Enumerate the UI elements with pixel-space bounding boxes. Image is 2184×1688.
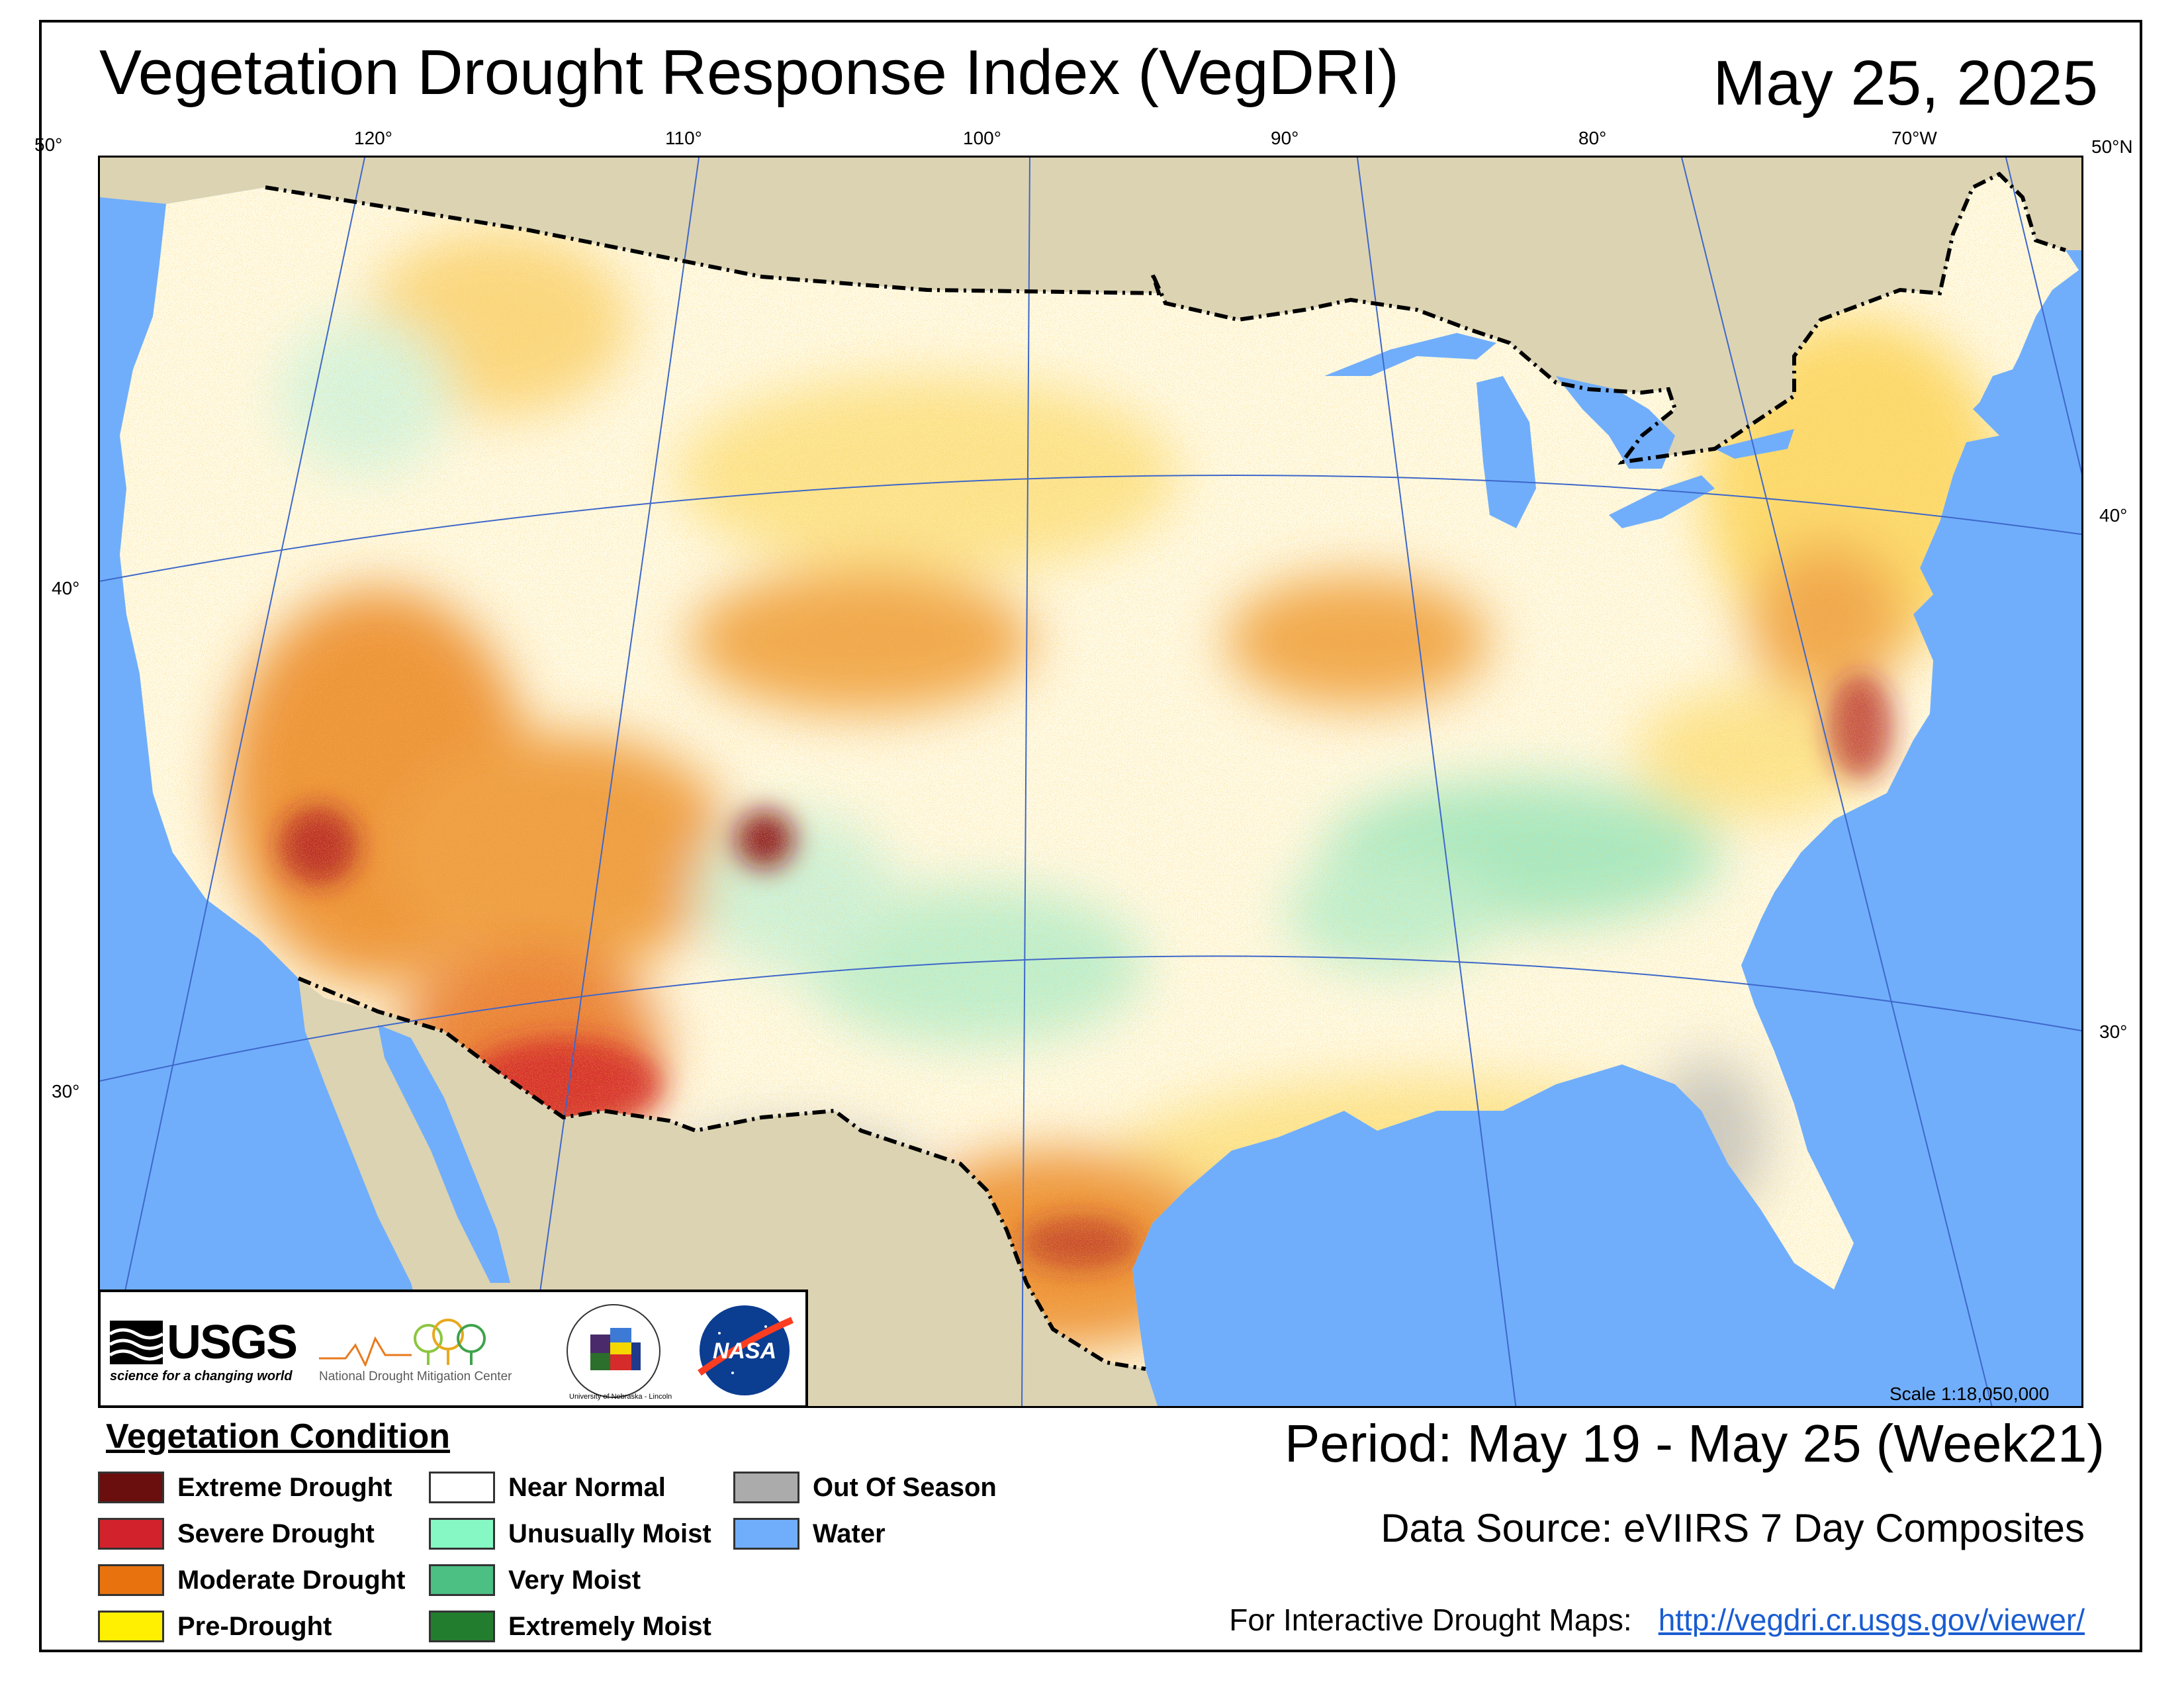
international-border — [265, 171, 2066, 465]
usgs-logo: USGS science for a changing world — [110, 1319, 302, 1384]
figure-frame — [39, 20, 2142, 1652]
lat-label-right-50n: 50°N — [2091, 136, 2133, 157]
legend-label: Moderate Drought — [177, 1565, 406, 1595]
lon-label-110: 110° — [665, 128, 702, 148]
lon-label-80: 80° — [1578, 128, 1607, 148]
logo-panel: USGS science for a changing world Nation… — [98, 1289, 808, 1408]
legend-label: Water — [813, 1519, 886, 1548]
legend-swatch — [429, 1472, 495, 1503]
legend-item-very-moist: Very Moist — [429, 1560, 641, 1600]
lon-label-100: 100° — [963, 128, 1001, 148]
lat-label-left-40: 40° — [52, 578, 80, 598]
legend-item-extremely-moist: Extremely Moist — [429, 1607, 711, 1646]
nasa-logo: NASA — [693, 1300, 799, 1399]
map-title: Vegetation Drought Response Index (VegDR… — [99, 37, 1399, 108]
usgs-wordmark: USGS — [167, 1316, 298, 1369]
vegdri-map — [98, 156, 2083, 1408]
legend-swatch — [98, 1472, 164, 1503]
interactive-maps-label: For Interactive Drought Maps: — [1229, 1603, 1632, 1637]
legend-label: Unusually Moist — [508, 1519, 711, 1548]
legend-swatch — [733, 1472, 799, 1503]
lon-label-70w: 70°W — [1891, 128, 1937, 148]
legend-swatch — [429, 1564, 495, 1596]
legend-item-water: Water — [733, 1514, 886, 1554]
lon-label-120: 120° — [354, 128, 392, 148]
map-scale: Scale 1:18,050,000 — [1889, 1383, 2050, 1404]
period-text: Period: May 19 - May 25 (Week21) — [1284, 1414, 2105, 1473]
nasa-meatball-icon: NASA — [698, 1305, 794, 1395]
map-canvas — [100, 158, 2081, 1406]
lat-label-left-50: 50° — [34, 134, 63, 155]
interactive-maps-line: For Interactive Drought Maps: http://vegd… — [1229, 1602, 2085, 1638]
legend-swatch — [98, 1611, 164, 1642]
legend-label: Extreme Drought — [177, 1472, 392, 1502]
hprcc-emblem-icon — [567, 1304, 660, 1398]
great-lakes — [1324, 333, 1794, 528]
lat-label-left-30: 30° — [52, 1081, 80, 1102]
legend-label: Extremely Moist — [508, 1611, 711, 1641]
ndmc-label: National Drought Mitigation Center — [319, 1370, 512, 1383]
nasa-wordmark: NASA — [713, 1338, 776, 1364]
legend-label: Pre-Drought — [177, 1611, 332, 1641]
lon-label-90: 90° — [1271, 128, 1299, 148]
legend-item-severe-drought: Severe Drought — [98, 1514, 375, 1554]
legend-swatch — [98, 1518, 164, 1550]
legend-swatch — [429, 1611, 495, 1642]
legend-item-unusually-moist: Unusually Moist — [429, 1514, 711, 1554]
hprcc-caption: University of Nebraska - Lincoln — [569, 1393, 672, 1401]
legend-swatch — [429, 1518, 495, 1550]
baja-peninsula — [298, 978, 457, 1323]
legend-swatch — [733, 1518, 799, 1550]
lat-label-right-40: 40° — [2099, 505, 2128, 526]
mexico-border — [297, 976, 1146, 1371]
usgs-tagline: science for a changing world — [110, 1369, 293, 1383]
legend-item-moderate-drought: Moderate Drought — [98, 1560, 405, 1600]
legend-label: Out Of Season — [813, 1472, 997, 1502]
ndmc-trees-icon — [319, 1319, 486, 1368]
legend-label: Severe Drought — [177, 1519, 375, 1548]
legend-label: Very Moist — [508, 1565, 641, 1595]
lat-label-right-30: 30° — [2099, 1021, 2128, 1042]
hprcc-logo — [564, 1301, 663, 1401]
usgs-waves-icon — [110, 1321, 163, 1364]
legend-item-pre-drought: Pre-Drought — [98, 1607, 332, 1646]
legend-label: Near Normal — [508, 1472, 666, 1502]
legend-item-near-normal: Near Normal — [429, 1468, 666, 1507]
legend-item-out-of-season: Out Of Season — [733, 1468, 997, 1507]
ndmc-logo: National Drought Mitigation Center — [319, 1319, 518, 1391]
vegdri-viewer-link[interactable]: http://vegdri.cr.usgs.gov/viewer/ — [1658, 1603, 2085, 1637]
map-date: May 25, 2025 — [1713, 48, 2098, 118]
legend-item-extreme-drought: Extreme Drought — [98, 1468, 392, 1507]
data-source-text: Data Source: eVIIRS 7 Day Composites — [1381, 1506, 2085, 1550]
legend-swatch — [98, 1564, 164, 1596]
gulf-of-california — [378, 1025, 510, 1283]
legend-title: Vegetation Condition — [106, 1417, 450, 1456]
